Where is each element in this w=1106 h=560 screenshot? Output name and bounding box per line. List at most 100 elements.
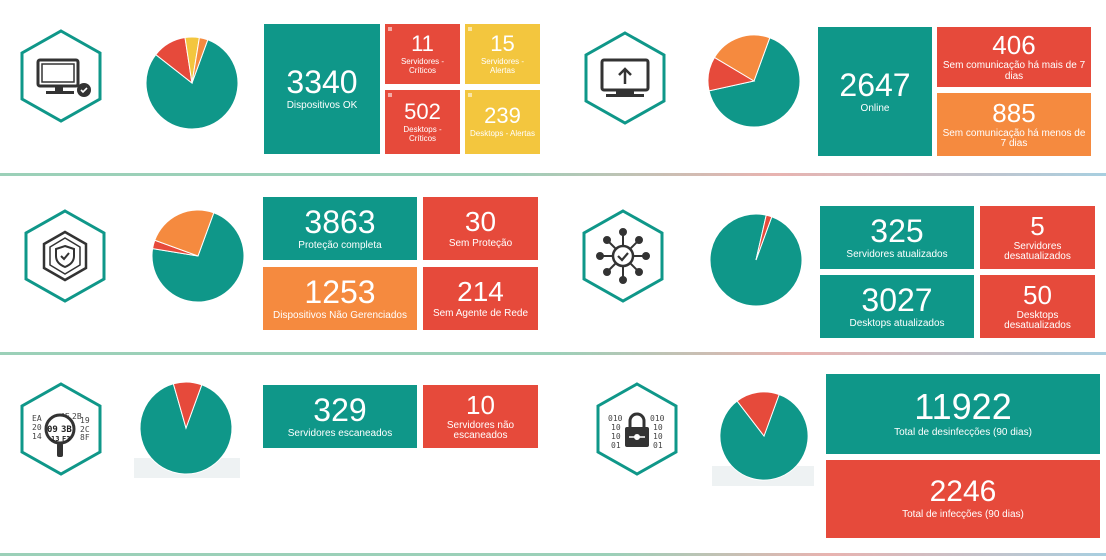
tile-value: 5 xyxy=(1030,210,1045,241)
pie-slice xyxy=(145,39,239,130)
tile-servers-updated[interactable]: 325 Servidores atualizados xyxy=(820,206,974,269)
tile-label: Online xyxy=(860,102,890,114)
tile-label: Desktops - Críticos xyxy=(403,125,442,143)
tile-corner-marker xyxy=(468,27,472,31)
tile-full-protection[interactable]: 3863 Proteção completa xyxy=(263,197,417,260)
hex-digit: 8F xyxy=(80,433,90,442)
tile-label: Desktops - Alertas xyxy=(470,129,535,139)
tile-value: 406 xyxy=(992,30,1036,60)
binary-digit: 10 xyxy=(653,432,663,441)
tile-label: Servidores escaneados xyxy=(287,427,393,439)
binary-digit: 010 xyxy=(608,414,623,423)
pie-slice xyxy=(191,37,209,84)
tile-value: 214 xyxy=(457,275,504,307)
hex-digit: 13 xyxy=(51,435,59,443)
pie-slice xyxy=(151,212,245,303)
tile-servers-scanned[interactable]: 329 Servidores escaneados xyxy=(263,385,417,448)
tile-label: Sem Agente de Rede xyxy=(432,307,529,319)
pie-slice xyxy=(172,381,203,430)
cube-shield-icon xyxy=(24,209,106,303)
tile-label: Servidores atualizados xyxy=(846,248,948,260)
pie-slice xyxy=(736,391,780,437)
tile-value: 502 xyxy=(404,99,441,125)
tile-value: 329 xyxy=(313,391,367,428)
row-separator-1 xyxy=(0,173,1106,176)
tile-label: Sem comunicação há mais de 7 dias xyxy=(942,60,1086,82)
tile-label: Sem Proteção xyxy=(448,237,513,249)
pie-slice xyxy=(154,209,215,257)
tile-label: Servidores desatualizados xyxy=(1004,240,1071,262)
tile-no-protection[interactable]: 30 Sem Proteção xyxy=(423,197,538,260)
tile-value: 50 xyxy=(1023,279,1052,310)
tile-value: 2647 xyxy=(839,66,911,103)
tile-servers-not-scanned[interactable]: 10 Servidores não escaneados xyxy=(423,385,538,448)
scan-pie-chart xyxy=(139,381,233,475)
tile-value: 885 xyxy=(992,97,1036,128)
tile-value: 11922 xyxy=(914,386,1012,428)
monitor-upload-icon xyxy=(584,31,666,125)
tile-unmanaged-devices[interactable]: 1253 Dispositivos Não Gerenciados xyxy=(263,267,417,330)
tile-corner-marker xyxy=(468,93,472,97)
tile-desktops-updated[interactable]: 3027 Desktops atualizados xyxy=(820,275,974,338)
row-separator-3 xyxy=(0,553,1106,556)
tile-no-comm-more-7[interactable]: 406 Sem comunicação há mais de 7 dias xyxy=(937,27,1091,87)
tile-value: 11 xyxy=(411,31,434,57)
tile-value: 30 xyxy=(464,205,497,237)
hex-digit: 09 xyxy=(47,425,58,435)
hex-digit: 19 xyxy=(80,416,90,425)
binary-digit: 10 xyxy=(653,423,663,432)
infection-pie-chart xyxy=(719,391,809,481)
pie-slice xyxy=(708,37,801,128)
network-check-icon xyxy=(582,209,664,303)
tile-value: 1253 xyxy=(304,273,376,310)
updates-pie-chart xyxy=(709,213,803,307)
tile-desktops-critical[interactable]: 502 Desktops - Críticos xyxy=(385,90,460,154)
tile-servers-outdated[interactable]: 5 Servidores desatualizados xyxy=(980,206,1095,269)
hex-digit: F3 xyxy=(62,435,70,443)
hex-digit: 14 xyxy=(32,432,42,441)
binary-digit: 01 xyxy=(611,441,621,450)
tile-value: 2246 xyxy=(929,475,997,509)
tile-label: Sem comunicação há menos de 7 dias xyxy=(942,127,1086,149)
tile-servers-critical[interactable]: 11 Servidores - Críticos xyxy=(385,24,460,84)
tile-total-disinfections[interactable]: 11922 Total de desinfecções (90 dias) xyxy=(826,374,1100,454)
tile-value: 325 xyxy=(870,212,924,249)
devices-pie-chart xyxy=(145,36,239,130)
tile-value: 10 xyxy=(466,389,495,420)
binary-digit: 010 xyxy=(650,414,665,423)
tile-devices-ok[interactable]: 3340 Dispositivos OK xyxy=(264,24,380,154)
pie-slice xyxy=(755,214,773,261)
tile-total-infections[interactable]: 2246 Total de infecções (90 dias) xyxy=(826,460,1100,538)
tile-corner-marker xyxy=(388,93,392,97)
pie-slice xyxy=(713,34,771,82)
tile-label: Total de infecções (90 dias) xyxy=(902,509,1024,521)
tile-label: Desktops atualizados xyxy=(849,317,945,329)
tile-online[interactable]: 2647 Online xyxy=(818,27,932,156)
tile-desktops-alerts[interactable]: 239 Desktops - Alertas xyxy=(465,90,540,154)
binary-lock-icon: 010 10 10 01 010 10 10 01 xyxy=(596,382,678,476)
tile-value: 15 xyxy=(490,31,515,57)
tile-servers-alerts[interactable]: 15 Servidores - Alertas xyxy=(465,24,540,84)
binary-digit: 10 xyxy=(611,432,621,441)
monitor-shield-icon xyxy=(20,29,102,123)
hex-digit: 2C xyxy=(80,425,90,434)
binary-digit: 01 xyxy=(653,441,663,450)
tile-no-comm-less-7[interactable]: 885 Sem comunicação há menos de 7 dias xyxy=(937,93,1091,156)
tile-value: 3340 xyxy=(286,64,358,101)
tile-value: 239 xyxy=(484,103,521,129)
tile-no-network-agent[interactable]: 214 Sem Agente de Rede xyxy=(423,267,538,330)
tile-label: Total de desinfecções (90 dias) xyxy=(894,427,1032,439)
tile-value: 3863 xyxy=(304,203,376,240)
magnifier-hex-icon: EA 4E 2B 19 20 2C 14 8F 09 3B 13 F3 xyxy=(20,382,102,476)
tile-label: Desktops desatualizados xyxy=(1004,309,1071,331)
pie-slice xyxy=(719,393,809,481)
binary-digit: 10 xyxy=(611,423,621,432)
tile-label: Proteção completa xyxy=(298,239,382,251)
tile-label: Servidores - Críticos xyxy=(400,57,445,75)
tile-desktops-outdated[interactable]: 50 Desktops desatualizados xyxy=(980,275,1095,338)
row-separator-2 xyxy=(0,352,1106,355)
hex-digit: 2B xyxy=(72,412,82,421)
tile-label: Servidores não escaneados xyxy=(446,419,515,441)
tile-corner-marker xyxy=(388,27,392,31)
hex-digit: 20 xyxy=(32,423,42,432)
